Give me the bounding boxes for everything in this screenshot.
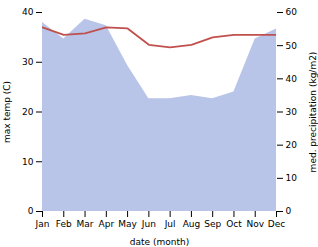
svg-text:20: 20 [22, 107, 34, 117]
svg-text:30: 30 [22, 57, 34, 67]
svg-text:Mar: Mar [77, 219, 94, 229]
svg-text:10: 10 [286, 173, 298, 183]
svg-text:50: 50 [286, 41, 298, 51]
svg-text:60: 60 [286, 7, 298, 17]
svg-text:med. precipitation (kg/m2): med. precipitation (kg/m2) [308, 52, 318, 173]
svg-text:May: May [118, 219, 137, 229]
svg-text:40: 40 [286, 74, 298, 84]
svg-text:Jun: Jun [141, 219, 156, 229]
svg-text:Nov: Nov [246, 219, 264, 229]
svg-text:Aug: Aug [183, 219, 201, 229]
svg-text:max temp (C): max temp (C) [2, 81, 12, 143]
svg-text:Oct: Oct [226, 219, 242, 229]
svg-text:30: 30 [286, 107, 298, 117]
svg-text:Feb: Feb [56, 219, 72, 229]
svg-text:20: 20 [286, 140, 298, 150]
svg-text:0: 0 [286, 206, 292, 216]
svg-text:Jul: Jul [164, 219, 176, 229]
svg-text:Jan: Jan [35, 219, 50, 229]
svg-text:Sep: Sep [204, 219, 221, 229]
svg-text:10: 10 [22, 157, 34, 167]
svg-text:Apr: Apr [99, 219, 115, 229]
svg-text:0: 0 [28, 206, 34, 216]
svg-text:Dec: Dec [268, 219, 285, 229]
svg-text:40: 40 [22, 7, 34, 17]
svg-text:date (month): date (month) [130, 237, 189, 247]
